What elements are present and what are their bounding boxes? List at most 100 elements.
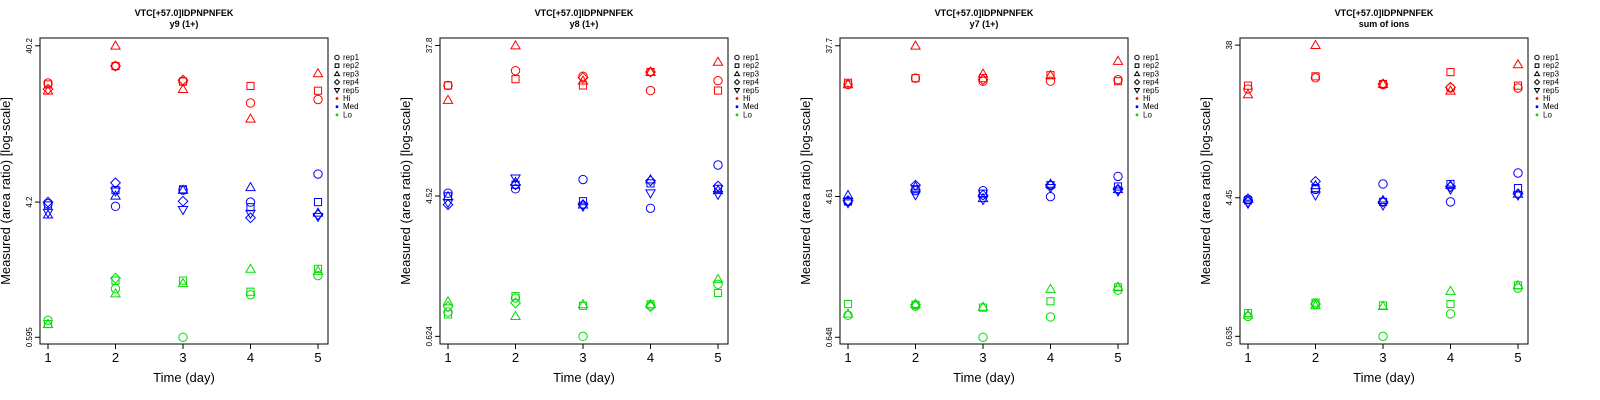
data-point-hi-rep4 [977, 74, 989, 86]
data-point-hi-rep1 [110, 61, 121, 71]
data-point-hi-rep1 [645, 85, 656, 96]
data-point-lo-rep4 [509, 297, 522, 309]
data-point-med-rep2 [911, 185, 920, 194]
y-tick-label: 4.61 [825, 188, 834, 204]
data-point-hi-rep2 [511, 75, 520, 84]
data-point-lo-rep1 [713, 279, 723, 290]
data-point-lo-rep1 [178, 332, 188, 342]
legend-symbol-med [735, 105, 739, 109]
x-tick-label: 3 [1379, 350, 1386, 365]
data-point-hi-rep2 [1113, 77, 1123, 86]
legend-symbol-hi [1135, 97, 1139, 100]
data-point-med-rep3 [842, 189, 854, 199]
data-point-med-rep4 [909, 179, 922, 191]
x-tick-label: 4 [247, 350, 254, 365]
data-point-hi-rep4 [1444, 81, 1457, 93]
data-point-lo-rep2 [246, 287, 255, 296]
legend-label: rep4 [1543, 78, 1560, 87]
x-tick-label: 1 [444, 350, 451, 365]
y-tick-label: 4.52 [425, 188, 434, 204]
legend-symbol-med [1135, 105, 1139, 109]
chart-subtitle: sum of ions [1359, 19, 1410, 29]
data-point-lo-rep3 [712, 273, 724, 283]
data-point-med-rep1 [1113, 171, 1123, 182]
legend-symbol-rep5 [1133, 88, 1141, 94]
data-point-med-rep2 [246, 203, 255, 212]
legend-symbol-rep5 [333, 88, 341, 94]
y-tick-label: 40.2 [25, 37, 34, 53]
legend-label: rep5 [743, 86, 760, 95]
data-point-med-rep1 [43, 199, 53, 209]
data-point-hi-rep2 [1446, 68, 1455, 77]
data-point-med-rep5 [1045, 184, 1056, 194]
data-point-lo-rep1 [843, 310, 853, 321]
data-point-lo-rep3 [1045, 283, 1056, 293]
data-point-med-rep4 [977, 189, 989, 201]
legend-label: rep3 [1143, 69, 1160, 78]
data-point-hi-rep1 [245, 98, 256, 108]
data-point-med-rep2 [1513, 183, 1523, 193]
data-point-med-rep5 [510, 174, 521, 184]
x-tick-label: 3 [179, 350, 186, 365]
legend-symbol-rep1 [1534, 54, 1540, 61]
data-point-hi-rep4 [644, 66, 657, 78]
legend-label: rep5 [343, 86, 360, 95]
data-point-med-rep5 [312, 212, 324, 223]
data-point-med-rep5 [712, 190, 724, 201]
chart-subtitle: y7 (1+) [970, 19, 999, 29]
data-point-hi-rep2 [43, 80, 53, 89]
y-tick-label: 0.648 [825, 327, 834, 348]
legend-label: rep2 [743, 61, 760, 70]
data-point-lo-rep4 [909, 299, 922, 311]
data-point-lo-rep2 [511, 292, 520, 301]
legend-symbol-hi [335, 97, 339, 100]
data-point-hi-rep1 [510, 65, 521, 76]
y-axis-label: Measured (area ratio) [log-scale] [1198, 97, 1213, 285]
data-point-med-rep1 [910, 185, 921, 196]
legend-label: Lo [1543, 110, 1552, 119]
legend-label: rep5 [1143, 86, 1160, 95]
data-point-med-rep1 [110, 201, 121, 212]
data-point-hi-rep1 [1310, 73, 1321, 83]
data-point-med-rep3 [1512, 188, 1524, 198]
data-point-lo-rep2 [1446, 299, 1455, 309]
data-point-med-rep5 [1112, 187, 1124, 198]
x-tick-label: 3 [979, 350, 986, 365]
data-point-hi-rep3 [1242, 88, 1254, 99]
legend-symbol-rep1 [1134, 54, 1140, 61]
data-point-med-rep1 [713, 160, 723, 170]
legend-symbol-rep5 [1533, 88, 1541, 94]
legend-symbol-rep3 [733, 70, 741, 77]
data-point-hi-rep1 [178, 76, 188, 87]
data-point-hi-rep3 [1045, 69, 1056, 80]
data-point-med-rep5 [910, 191, 921, 201]
plot-area [1239, 37, 1529, 345]
data-point-hi-rep1 [443, 80, 453, 91]
chart-title: VTC[+57.0]IDPNPNFEK [935, 8, 1034, 18]
data-point-hi-rep4 [177, 74, 189, 86]
legend-label: Lo [743, 110, 752, 119]
data-point-lo-rep3 [1242, 309, 1254, 319]
x-tick-label: 2 [1312, 350, 1319, 365]
y-tick-label: 0.624 [425, 326, 434, 347]
data-point-med-rep1 [245, 197, 256, 207]
legend-symbol-rep2 [1534, 63, 1540, 69]
data-point-lo-rep3 [42, 318, 54, 328]
x-tick-label: 2 [512, 350, 519, 365]
data-point-lo-rep1 [245, 290, 256, 300]
data-point-med-rep4 [842, 195, 854, 207]
data-point-lo-rep2 [178, 276, 188, 285]
data-point-med-rep5 [1445, 185, 1456, 196]
legend-label: rep2 [1543, 61, 1560, 70]
data-point-med-rep3 [245, 181, 256, 192]
x-tick-label: 4 [1047, 350, 1054, 365]
data-point-hi-rep4 [577, 72, 589, 84]
legend-symbol-rep4 [333, 78, 341, 86]
data-point-lo-rep2 [1046, 297, 1055, 306]
data-point-lo-rep3 [1112, 281, 1124, 291]
legend-symbol-med [1535, 105, 1539, 109]
